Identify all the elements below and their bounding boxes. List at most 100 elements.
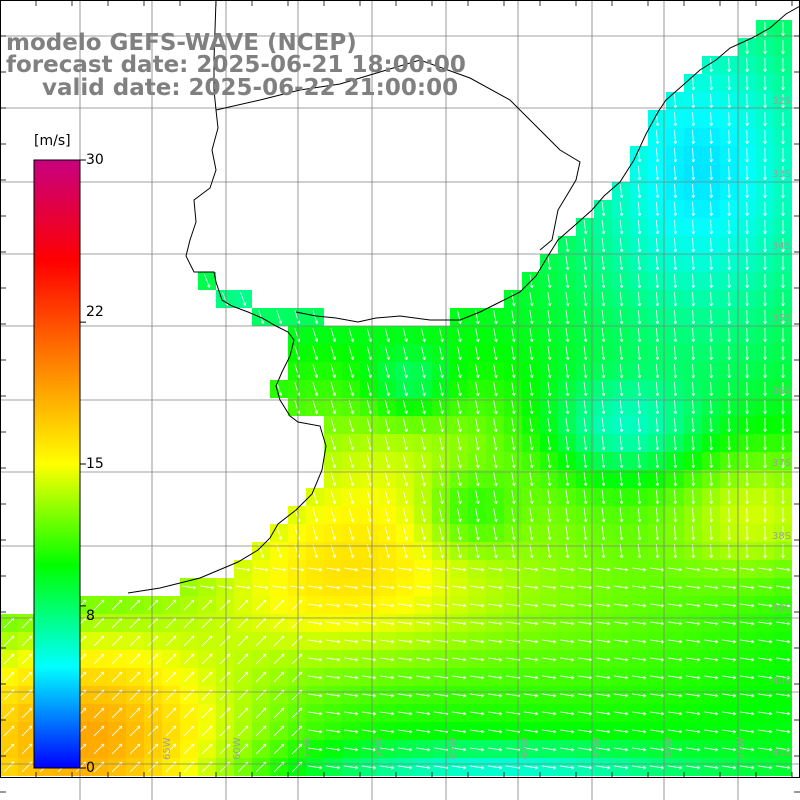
wind-arrow [745, 219, 749, 235]
wind-arrow [655, 165, 660, 181]
wind-arrow [601, 238, 606, 253]
colorbar-tick-label: 22 [86, 304, 104, 320]
wind-arrow [691, 183, 696, 199]
wind-arrow [781, 21, 785, 37]
wind-arrow [691, 93, 696, 109]
wind-speed-field [0, 20, 792, 776]
wind-arrow [655, 183, 660, 199]
wind-arrow [781, 183, 785, 199]
wind-arrow [781, 39, 785, 55]
colorbar-tick-label: 15 [86, 456, 104, 472]
wind-arrow [763, 147, 767, 163]
wind-arrow [709, 183, 714, 199]
wind-arrow [763, 93, 767, 109]
wind-arrow [727, 165, 731, 181]
wind-arrow [655, 237, 660, 253]
wind-arrow [691, 237, 696, 253]
wind-arrow [619, 237, 624, 253]
wind-arrow [745, 147, 749, 163]
wind-arrow [709, 147, 714, 163]
wind-arrow [745, 57, 749, 73]
wind-arrow [709, 57, 714, 73]
wind-arrow [655, 219, 660, 235]
wind-arrow [727, 237, 731, 253]
wind-arrow [781, 219, 785, 235]
wind-arrow [781, 75, 785, 91]
colorbar [33, 159, 86, 769]
wind-arrow [673, 237, 678, 253]
wind-arrow [637, 237, 642, 253]
wind-arrow [781, 165, 785, 181]
wind-arrow [565, 238, 570, 253]
wind-arrow [637, 165, 642, 181]
forecast-date: forecast date: 2025-06-21 18:00:00 [6, 52, 466, 78]
wind-arrow [763, 21, 767, 37]
wind-arrow [709, 237, 714, 253]
wind-arrow [745, 39, 749, 55]
wind-arrow [727, 129, 731, 145]
wind-arrow [673, 111, 678, 127]
wind-arrow [781, 147, 785, 163]
wind-arrow [745, 75, 749, 91]
lat-label: 38S [772, 531, 791, 542]
lon-label: 60W [232, 737, 243, 760]
lon-label: 25W [736, 737, 747, 760]
wind-arrow [619, 201, 624, 217]
lat-label: 33S [772, 169, 791, 180]
wind-arrow [763, 219, 767, 235]
lat-label: 39S [772, 603, 791, 614]
wind-arrow [637, 183, 642, 199]
wind-arrow [673, 147, 678, 163]
wind-arrow [709, 165, 714, 181]
lon-label: 45W [448, 737, 459, 760]
wind-arrow [691, 147, 696, 163]
colorbar-unit: [m/s] [34, 133, 71, 149]
wind-arrow [763, 39, 767, 55]
wind-arrow [691, 201, 696, 217]
colorbar-tick-label: 30 [86, 152, 104, 168]
wind-arrow [637, 201, 642, 217]
wind-arrow [691, 111, 696, 127]
wind-arrow [673, 219, 678, 235]
lon-label: 40W [520, 737, 531, 760]
wind-arrows [3, 21, 791, 773]
wind-arrow [763, 57, 767, 73]
wind-arrow [619, 183, 624, 199]
wind-arrow [709, 219, 714, 235]
wind-arrow [745, 93, 749, 109]
wind-arrow [781, 93, 785, 109]
wind-arrow [673, 93, 678, 109]
lat-label: 35S [772, 313, 791, 324]
wind-arrow [745, 165, 749, 181]
lon-label: 55W [302, 737, 313, 760]
wind-arrow [781, 111, 785, 127]
wind-arrow [673, 129, 678, 145]
wind-arrow [727, 93, 731, 109]
wind-arrow [655, 147, 660, 163]
wind-arrow [709, 129, 714, 145]
wind-arrow [781, 57, 785, 73]
wind-arrow [727, 201, 731, 217]
lat-label: 37S [772, 458, 791, 469]
lat-label: 32S [772, 96, 791, 107]
wind-arrow [745, 129, 749, 145]
wind-arrow [673, 165, 678, 181]
wind-arrow [781, 129, 785, 145]
wind-arrow [727, 147, 731, 163]
wind-arrow [745, 237, 749, 253]
wind-arrow [655, 129, 660, 145]
wind-arrow [763, 183, 767, 199]
wind-arrow [619, 219, 624, 235]
wind-arrow [655, 201, 660, 217]
wind-arrow [727, 219, 731, 235]
colorbar-tick-label: 8 [86, 608, 95, 624]
wind-arrow [601, 202, 606, 217]
lat-label: 36S [772, 386, 791, 397]
lat-label: 40S [772, 676, 791, 687]
wind-arrow [763, 129, 767, 145]
colorbar-gradient [33, 159, 81, 769]
wind-arrow [763, 75, 767, 91]
lat-label: 34S [772, 241, 791, 252]
wind-arrow [745, 201, 749, 217]
